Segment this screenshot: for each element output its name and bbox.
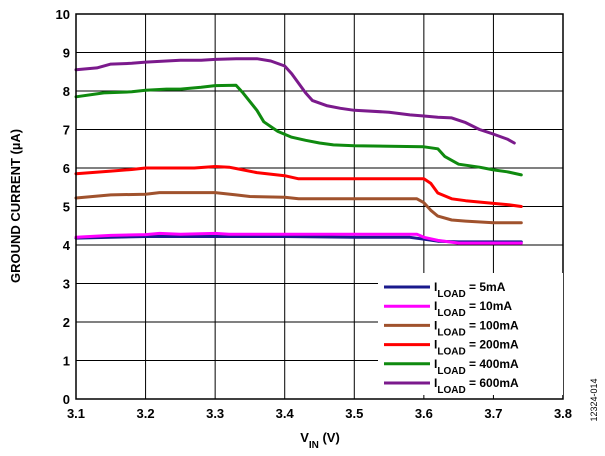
y-tick-label: 2 xyxy=(63,315,70,330)
y-axis-title: GROUND CURRENT (µA) xyxy=(8,129,23,283)
series-line xyxy=(74,191,523,225)
x-tick-label: 3.7 xyxy=(484,406,502,421)
legend-label: ILOAD = 400mA xyxy=(434,357,519,377)
figure-id: 12324-014 xyxy=(589,378,599,421)
plot-frame xyxy=(75,13,564,400)
x-axis-title: VIN (V) xyxy=(300,430,340,451)
x-tick-label: 3.1 xyxy=(67,406,85,421)
y-tick-label: 8 xyxy=(63,84,70,99)
x-axis-title-subscript: IN xyxy=(309,440,319,451)
series-line xyxy=(74,83,523,177)
y-tick-label: 10 xyxy=(56,7,70,22)
x-axis-title-main: V xyxy=(300,430,309,445)
series-lines xyxy=(74,57,523,245)
y-tick-label: 3 xyxy=(63,277,70,292)
series-line xyxy=(74,231,523,245)
legend-label: ILOAD = 5mA xyxy=(434,280,506,300)
y-tick-label: 0 xyxy=(63,392,70,407)
y-tick-label: 1 xyxy=(63,354,70,369)
y-tick-label: 7 xyxy=(63,123,70,138)
y-tick-labels: 0 1 2 3 4 5 6 7 8 9 10 xyxy=(56,7,71,407)
series-line xyxy=(74,57,516,145)
y-tick-label: 6 xyxy=(63,161,70,176)
legend-label: ILOAD = 10mA xyxy=(434,299,512,319)
x-tick-label: 3.4 xyxy=(276,406,295,421)
x-tick-label: 3.5 xyxy=(345,406,363,421)
x-tick-label: 3.3 xyxy=(206,406,224,421)
x-tick-label: 3.6 xyxy=(415,406,433,421)
series-line xyxy=(74,165,523,208)
legend-label: ILOAD = 100mA xyxy=(434,318,519,338)
y-tick-label: 4 xyxy=(63,238,71,253)
x-tick-labels: 3.1 3.2 3.3 3.4 3.5 3.6 3.7 3.8 xyxy=(67,406,572,421)
x-tick-label: 3.8 xyxy=(554,406,572,421)
y-tick-label: 9 xyxy=(63,46,70,61)
y-tick-label: 5 xyxy=(63,200,70,215)
legend-label: ILOAD = 600mA xyxy=(434,376,519,396)
x-tick-label: 3.2 xyxy=(137,406,155,421)
legend-box xyxy=(378,273,563,395)
legend-label: ILOAD = 200mA xyxy=(434,338,519,358)
x-axis-title-unit: (V) xyxy=(319,430,340,445)
